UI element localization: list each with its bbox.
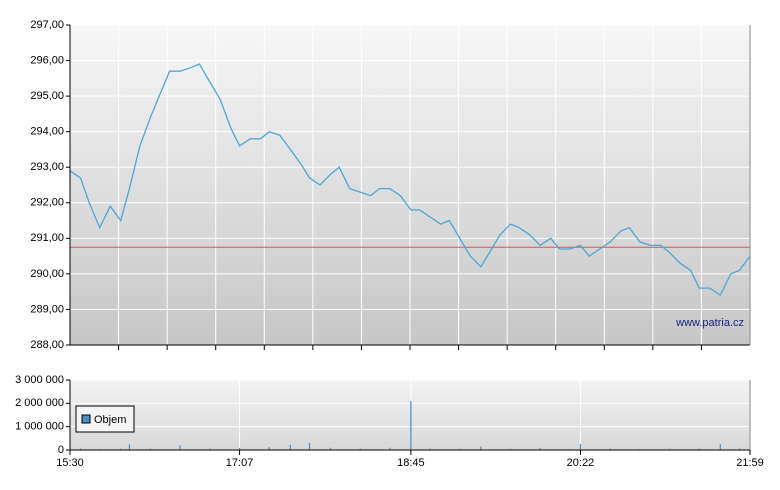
x-tick-label: 17:07 (226, 457, 254, 469)
y-tick-label: 295,00 (30, 90, 64, 102)
volume-bar (308, 443, 311, 450)
volume-bar (609, 448, 611, 450)
legend-label: Objem (94, 414, 126, 426)
volume-bar (698, 448, 700, 450)
volume-bar (179, 445, 181, 450)
volume-bar (289, 444, 291, 450)
y-tick-label: 292,00 (30, 197, 64, 209)
y-tick-label: 294,00 (30, 126, 64, 138)
y-tick-label: 291,00 (30, 232, 64, 244)
legend-swatch (81, 414, 91, 424)
volume-bar (238, 448, 241, 450)
volume-bar (429, 448, 431, 450)
y-tick-label: 296,00 (30, 54, 64, 66)
volume-bar (719, 444, 721, 450)
y-tick-label: 297,00 (30, 19, 64, 31)
volume-bar (128, 444, 131, 450)
volume-bar (359, 448, 361, 450)
volume-bar (738, 448, 741, 450)
volume-bar (268, 447, 270, 450)
y-tick-label: 1 000 000 (15, 421, 64, 433)
volume-bar (480, 446, 482, 450)
x-tick-label: 20:22 (567, 457, 595, 469)
volume-bar (459, 448, 461, 450)
x-tick-label: 18:45 (397, 457, 425, 469)
volume-bar (149, 448, 152, 450)
x-tick-label: 21:59 (736, 457, 764, 469)
y-tick-label: 293,00 (30, 161, 64, 173)
volume-bar (329, 447, 332, 450)
y-tick-label: 2 000 000 (15, 397, 64, 409)
volume-bar (579, 444, 582, 450)
volume-bar (539, 448, 541, 450)
y-tick-label: 290,00 (30, 268, 64, 280)
watermark: www.patria.cz (675, 317, 744, 329)
volume-bar (209, 448, 211, 450)
volume-bar (79, 448, 82, 450)
volume-bar (389, 447, 391, 450)
y-tick-label: 0 (58, 444, 64, 456)
volume-bar (668, 448, 671, 450)
y-tick-label: 3 000 000 (15, 374, 64, 386)
price-line (69, 63, 751, 297)
y-tick-label: 288,00 (30, 339, 64, 351)
volume-plot (70, 380, 750, 450)
volume-bar (120, 448, 122, 450)
y-tick-label: 289,00 (30, 303, 64, 315)
volume-bar (509, 448, 512, 450)
volume-bar (410, 401, 412, 450)
x-tick-label: 15:30 (56, 457, 84, 469)
